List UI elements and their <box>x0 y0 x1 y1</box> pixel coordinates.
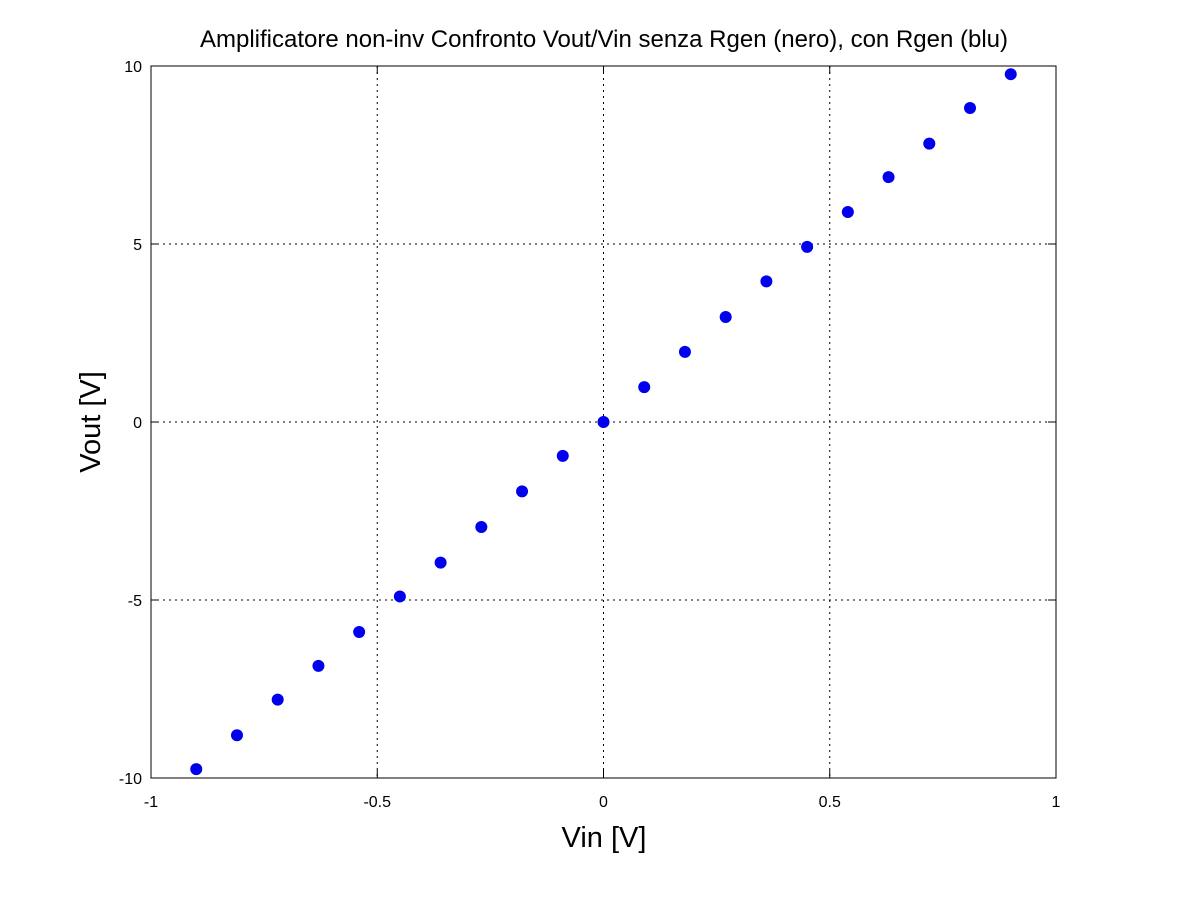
y-axis-label: Vout [V] <box>75 371 107 473</box>
x-tick-label: -0.5 <box>363 794 391 811</box>
data-point <box>597 416 610 428</box>
y-tick-label: -5 <box>128 593 142 610</box>
data-point <box>475 521 488 534</box>
data-point <box>1004 68 1017 81</box>
data-point <box>434 556 447 569</box>
data-point <box>230 729 243 742</box>
y-tick-labels: -10 -5 0 5 10 <box>119 59 142 788</box>
chart-title: Amplificatore non-inv Confronto Vout/Vin… <box>200 26 1008 53</box>
x-tick-label: 0.5 <box>819 794 841 811</box>
x-axis-label: Vin [V] <box>562 822 647 854</box>
data-point <box>801 240 814 253</box>
y-tick-label: -10 <box>119 771 142 788</box>
axis-ticks <box>150 65 1057 779</box>
data-point <box>190 763 203 776</box>
x-tick-labels: -1 -0.5 0 0.5 1 <box>144 794 1061 811</box>
data-point <box>882 171 895 184</box>
data-point <box>678 345 691 358</box>
data-point <box>719 310 732 323</box>
data-point <box>556 449 569 462</box>
y-tick-label: 0 <box>133 415 142 432</box>
data-point <box>923 137 936 150</box>
data-point <box>841 205 854 218</box>
data-point <box>760 275 773 288</box>
x-tick-label: 0 <box>599 794 608 811</box>
data-point <box>638 381 651 394</box>
data-point <box>312 659 325 672</box>
y-tick-label: 5 <box>133 237 142 254</box>
x-tick-label: -1 <box>144 794 158 811</box>
data-point <box>516 485 529 498</box>
data-point <box>271 693 284 706</box>
data-point <box>393 590 406 603</box>
y-tick-label: 10 <box>124 59 142 76</box>
data-point <box>964 102 977 115</box>
x-tick-label: 1 <box>1052 794 1061 811</box>
data-point <box>353 626 366 639</box>
data-points <box>190 68 1017 776</box>
